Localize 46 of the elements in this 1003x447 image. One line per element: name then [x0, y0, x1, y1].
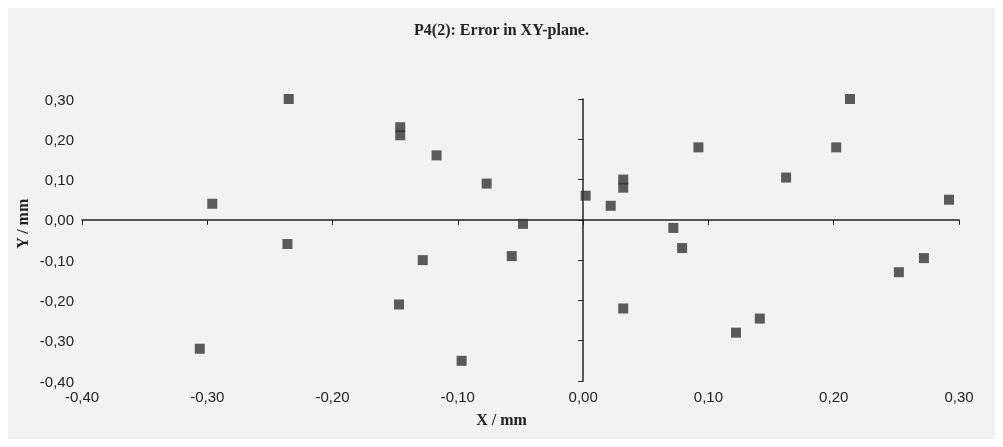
point — [668, 222, 679, 233]
point — [781, 172, 792, 183]
x-tick-label: 0,10 — [693, 388, 724, 405]
point — [395, 130, 406, 141]
point — [417, 255, 428, 266]
x-axis-title: X / mm — [476, 410, 528, 428]
y-tick-label: -0,40 — [39, 372, 74, 390]
point — [693, 142, 704, 153]
point — [918, 253, 929, 264]
point — [893, 267, 904, 278]
point — [618, 182, 629, 193]
y-tick-label: 0,00 — [44, 211, 74, 229]
x-tick-label: -0,10 — [440, 388, 475, 405]
point — [943, 194, 954, 205]
point — [845, 94, 855, 104]
point — [580, 190, 591, 201]
x-tick-label: 0,30 — [944, 388, 974, 405]
y-tick-label: -0,20 — [39, 291, 74, 309]
x-tick-label: 0,00 — [568, 388, 598, 405]
point — [393, 299, 404, 310]
x-tick-label: 0,20 — [819, 388, 849, 405]
y-tick-label: 0,10 — [44, 171, 74, 189]
y-tick-label: 0,30 — [44, 90, 74, 108]
point — [618, 303, 629, 314]
y-tick-label: -0,30 — [39, 332, 74, 350]
point — [194, 343, 205, 354]
chart-title: P4(2): Error in XY-plane. — [414, 20, 589, 39]
y-tick-label: -0,10 — [39, 251, 74, 269]
point — [518, 218, 529, 229]
point — [431, 150, 442, 161]
point — [283, 94, 294, 104]
point — [730, 327, 741, 338]
y-axis-title: Y / mm — [13, 198, 31, 249]
point — [207, 198, 218, 209]
x-tick-label: -0,20 — [315, 388, 350, 405]
point — [831, 142, 842, 153]
point — [605, 200, 616, 211]
point — [282, 239, 293, 250]
y-tick-label: 0,20 — [44, 130, 74, 148]
point — [754, 313, 765, 324]
point — [481, 178, 492, 189]
point — [506, 251, 517, 262]
x-tick-label: -0,40 — [64, 388, 100, 405]
point — [456, 355, 467, 366]
x-tick-label: -0,30 — [190, 388, 225, 405]
point — [677, 243, 688, 254]
